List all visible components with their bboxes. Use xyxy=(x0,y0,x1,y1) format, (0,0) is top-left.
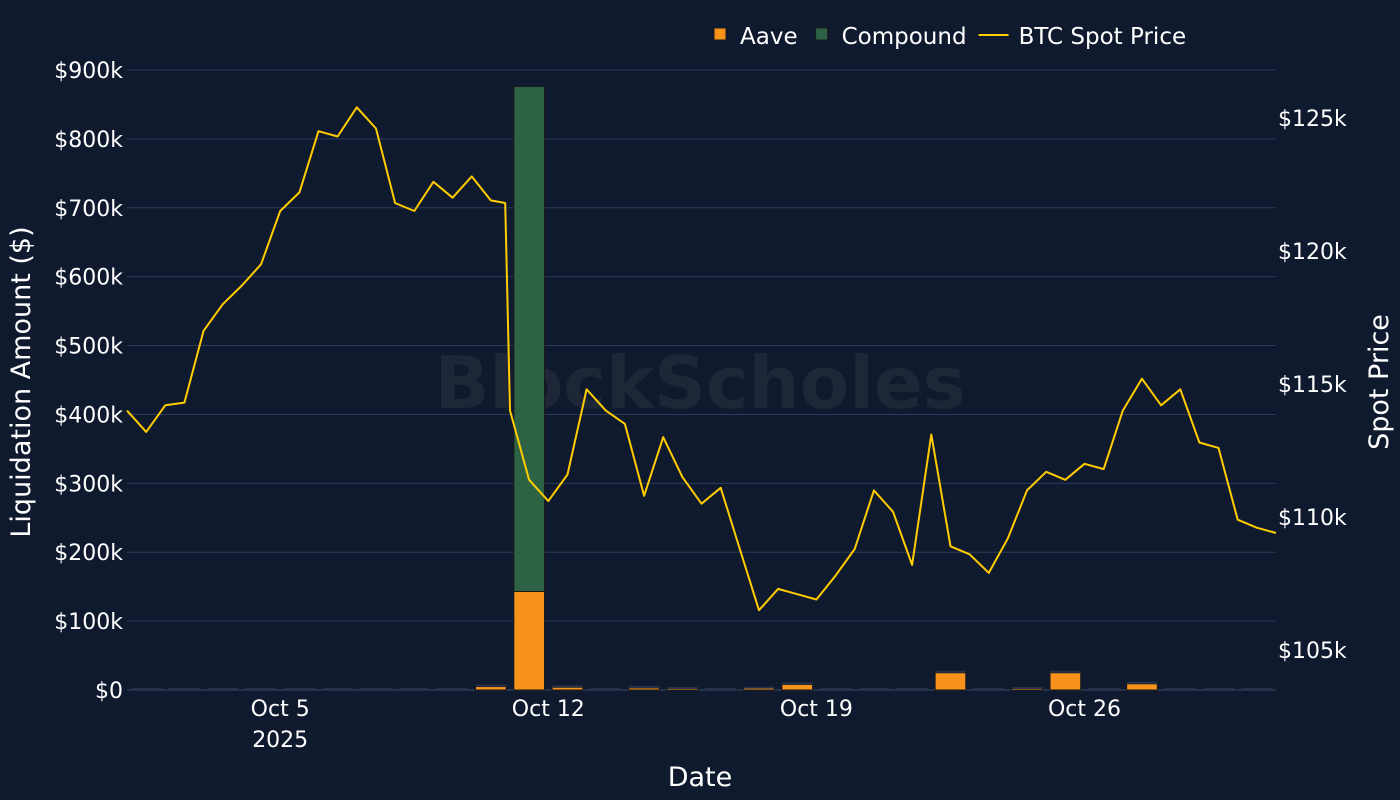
y-tick-label: $600k xyxy=(54,266,123,291)
y2-tick-label: $120k xyxy=(1278,240,1347,265)
btc-price-line xyxy=(126,106,1277,612)
y-tick-label: $800k xyxy=(54,128,123,153)
bar-compound xyxy=(628,685,660,688)
y-tick-label: $700k xyxy=(54,197,123,222)
y-axis-ticks: $0 $100k $200k $300k $400k $500k $600k $700k $80… xyxy=(54,59,123,704)
bar-aave xyxy=(781,683,814,691)
bar-aave xyxy=(475,686,507,691)
bar-compound xyxy=(169,688,200,690)
bars xyxy=(130,86,1273,691)
y2-axis-title: Spot Price xyxy=(1364,314,1395,450)
bar-aave xyxy=(934,672,967,691)
legend-item-aave[interactable]: Aave xyxy=(713,24,798,50)
legend-item-compound[interactable]: Compound xyxy=(815,24,967,50)
bar-compound xyxy=(1088,688,1119,690)
x-tick-label: Oct 5 xyxy=(251,697,310,722)
y-axis-title: Liquidation Amount ($) xyxy=(6,226,37,537)
bar-compound xyxy=(896,688,928,690)
bar-compound xyxy=(1164,688,1196,690)
bar-compound xyxy=(513,86,545,592)
legend-label: Compound xyxy=(842,24,967,50)
legend-swatch xyxy=(815,27,829,41)
bar-compound xyxy=(820,688,851,690)
y2-tick-label: $110k xyxy=(1278,506,1347,531)
y2-tick-label: $105k xyxy=(1278,639,1347,664)
bar-compound xyxy=(1203,688,1234,690)
bar-compound xyxy=(130,688,162,690)
y2-tick-label: $125k xyxy=(1278,107,1347,132)
bar-aave xyxy=(1049,672,1082,691)
y-tick-label: $0 xyxy=(95,679,123,704)
bar-compound xyxy=(207,688,239,690)
bar-compound xyxy=(858,688,890,690)
bar-compound xyxy=(552,685,583,688)
y2-tick-label: $115k xyxy=(1278,373,1347,398)
bar-compound xyxy=(1241,688,1273,690)
bar-aave xyxy=(513,590,545,691)
x-tick-sublabel: 2025 xyxy=(252,728,308,753)
bar-compound xyxy=(322,688,353,690)
y-tick-label: $300k xyxy=(54,472,123,497)
bar-compound xyxy=(1050,670,1081,673)
bar-compound xyxy=(935,670,966,673)
bar-aave xyxy=(1126,683,1158,691)
gridlines xyxy=(127,69,1276,691)
legend-item-btc-spot-price[interactable]: BTC Spot Price xyxy=(978,24,1187,50)
bar-compound xyxy=(1011,686,1043,689)
bar-compound xyxy=(245,688,277,690)
x-tick-label: Oct 19 xyxy=(780,697,853,722)
bar-compound xyxy=(705,688,736,690)
series-line-btc-spot-price xyxy=(126,106,1277,612)
bar-compound xyxy=(1126,681,1158,684)
bar-compound xyxy=(590,688,622,690)
x-tick-label: Oct 26 xyxy=(1048,697,1121,722)
y-tick-label: $900k xyxy=(54,59,123,84)
bar-compound xyxy=(667,686,698,689)
bar-compound xyxy=(398,688,430,690)
legend-swatch xyxy=(713,27,727,41)
y-tick-label: $500k xyxy=(54,335,123,360)
bar-compound xyxy=(781,682,813,685)
legend[interactable]: Aave Compound BTC Spot Price xyxy=(713,24,1187,50)
y-tick-label: $100k xyxy=(54,610,123,635)
bar-aave xyxy=(628,687,660,691)
bar-compound xyxy=(437,688,468,690)
bar-compound xyxy=(360,688,392,690)
x-axis-title: Date xyxy=(668,762,733,793)
legend-label: Aave xyxy=(740,24,798,50)
bar-compound xyxy=(284,688,315,690)
y-tick-label: $400k xyxy=(54,403,123,428)
bar-compound xyxy=(743,686,775,689)
bar-compound xyxy=(973,688,1005,690)
bar-compound xyxy=(475,684,507,687)
legend-label: BTC Spot Price xyxy=(1019,24,1187,50)
bar-aave xyxy=(551,686,584,691)
x-tick-label: Oct 12 xyxy=(512,697,585,722)
x-axis-ticks: Oct 5 2025 Oct 12 Oct 19 Oct 26 xyxy=(251,697,1121,753)
y2-axis-ticks: $105k $110k $115k $120k $125k xyxy=(1278,107,1347,664)
y-tick-label: $200k xyxy=(54,541,123,566)
